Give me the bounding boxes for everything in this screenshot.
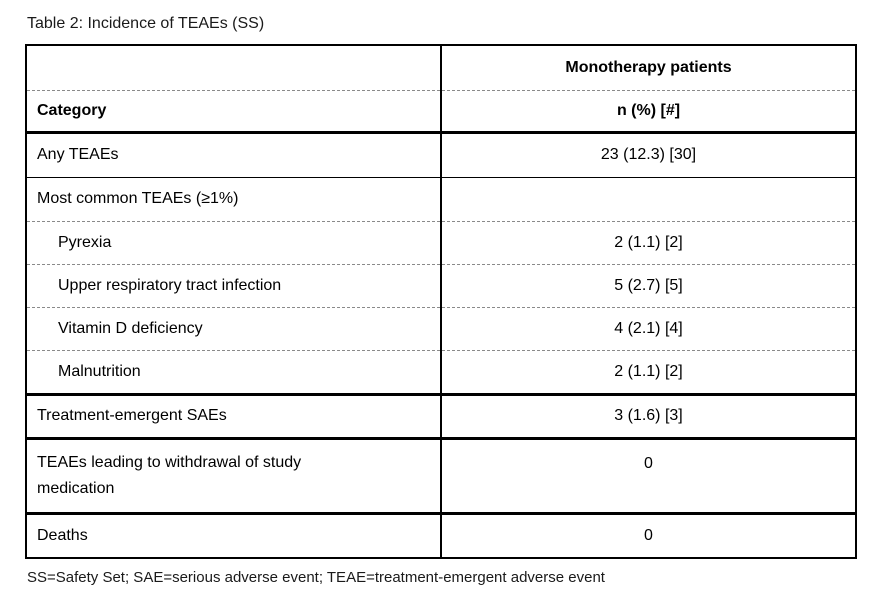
- row-value-cell: 5 (2.7) [5]: [441, 264, 856, 308]
- table-row-malnutrition: Malnutrition 2 (1.1) [2]: [26, 350, 856, 396]
- table-row-upper-respiratory: Upper respiratory tract infection 5 (2.7…: [26, 264, 856, 308]
- row-value-cell: 3 (1.6) [3]: [441, 394, 856, 440]
- row-label: Pyrexia: [58, 233, 112, 251]
- teae-incidence-table: Monotherapy patients Category n (%) [#] …: [25, 44, 857, 559]
- row-label: Deaths: [37, 526, 88, 544]
- row-value-cell: 0: [441, 438, 856, 515]
- row-value-cell: [441, 177, 856, 222]
- table-row-most-common-teaes: Most common TEAEs (≥1%): [26, 177, 856, 222]
- category-column-header: Category: [26, 90, 442, 134]
- row-value-cell: 0: [644, 526, 653, 544]
- row-label-cell: Most common TEAEs (≥1%): [26, 177, 442, 222]
- row-label: Treatment-emergent SAEs: [37, 407, 227, 424]
- table-row-teaes-withdrawal: TEAEs leading to withdrawal of study med…: [26, 438, 856, 515]
- table-footnote: SS=Safety Set; SAE=serious adverse event…: [27, 569, 605, 586]
- row-label: Most common TEAEs (≥1%): [37, 190, 239, 207]
- row-label: Malnutrition: [58, 362, 141, 380]
- row-label-cell: Any TEAEs: [26, 132, 442, 178]
- row-value-cell: 23 (12.3) [30]: [441, 132, 856, 178]
- row-label: Vitamin D deficiency: [58, 319, 203, 337]
- row-label-cell: Upper respiratory tract infection: [26, 264, 442, 308]
- table-header-row-columns: Category n (%) [#]: [26, 90, 856, 134]
- table-row-treatment-emergent-saes: Treatment-emergent SAEs 3 (1.6) [3]: [26, 394, 856, 440]
- row-value-cell: 2 (1.1) [2]: [441, 221, 856, 265]
- table-row-pyrexia: Pyrexia 2 (1.1) [2]: [26, 221, 856, 265]
- value-column-header: n (%) [#]: [441, 90, 856, 134]
- row-label: TEAEs leading to withdrawal of study med…: [37, 453, 302, 497]
- row-label-cell: TEAEs leading to withdrawal of study med…: [26, 438, 442, 515]
- row-label-cell: Deaths: [26, 513, 442, 558]
- row-label-cell: Treatment-emergent SAEs: [26, 394, 442, 440]
- row-value-cell: 4 (2.1) [4]: [441, 307, 856, 351]
- row-value-cell: 2 (1.1) [2]: [441, 350, 856, 396]
- row-label-cell: Pyrexia: [26, 221, 442, 265]
- column-group-header: Monotherapy patients: [441, 45, 856, 91]
- table-caption: Table 2: Incidence of TEAEs (SS): [27, 15, 265, 32]
- header-empty-cell: [26, 45, 442, 91]
- row-label-cell: Malnutrition: [26, 350, 442, 396]
- row-label: Upper respiratory tract infection: [58, 276, 282, 294]
- table-row-deaths: Deaths 0: [26, 513, 856, 558]
- table-row-vitamin-d: Vitamin D deficiency 4 (2.1) [4]: [26, 307, 856, 351]
- table-row-any-teaes: Any TEAEs 23 (12.3) [30]: [26, 132, 856, 178]
- row-label-cell: Vitamin D deficiency: [26, 307, 442, 351]
- row-label: Any TEAEs: [37, 146, 119, 163]
- table-header-row-group: Monotherapy patients: [26, 45, 856, 91]
